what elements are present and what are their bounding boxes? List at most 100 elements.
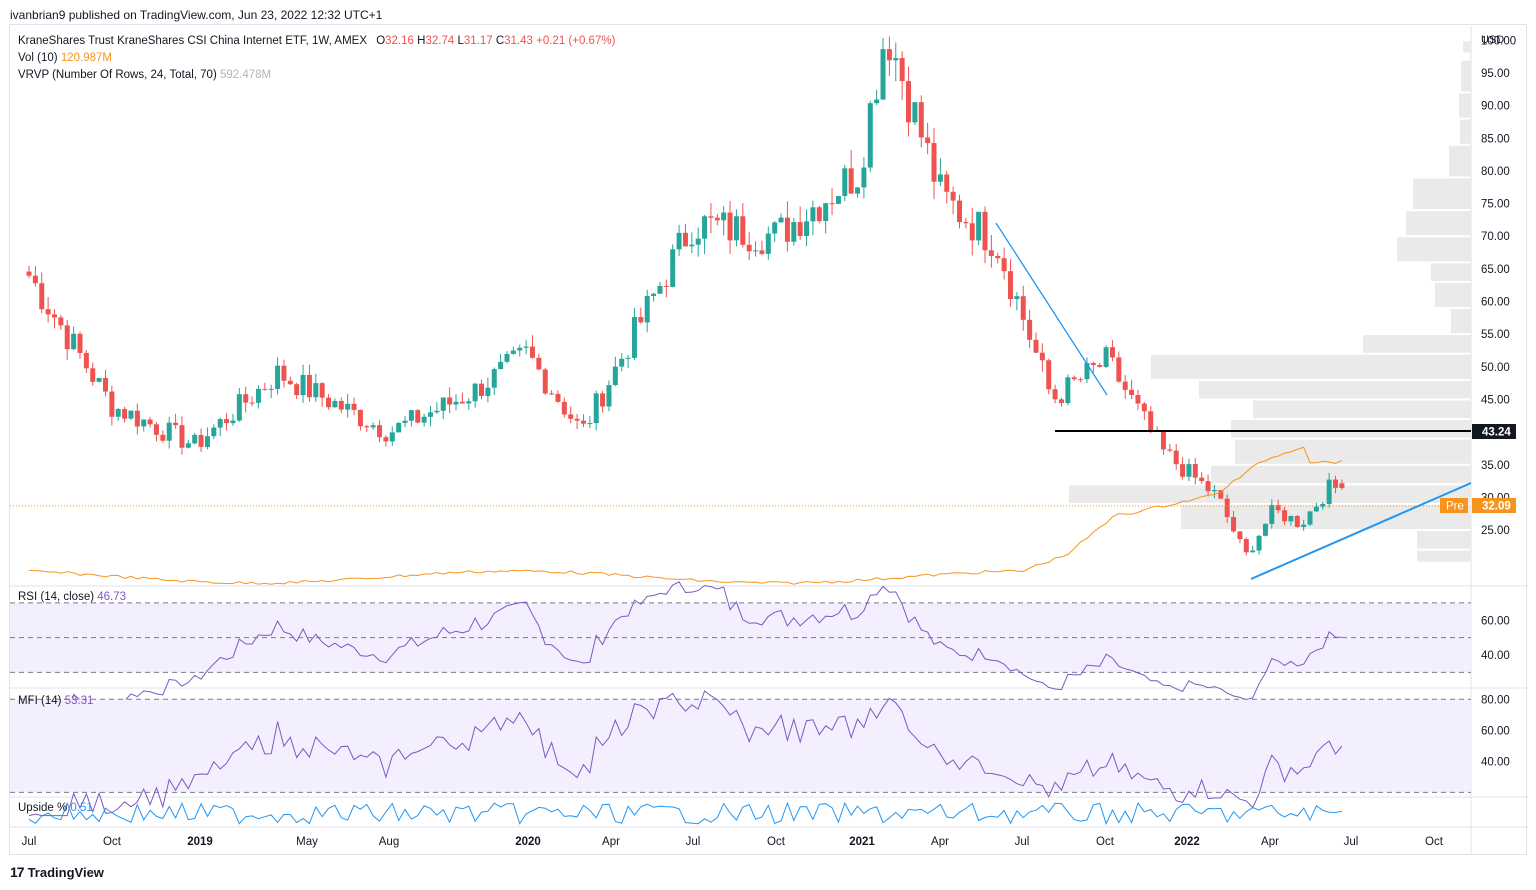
vrvp-bar: [1199, 380, 1471, 399]
vrvp-bar: [1363, 335, 1471, 353]
vrvp-bar: [1231, 420, 1471, 438]
rsi-line: [29, 581, 1342, 725]
candle-body: [102, 377, 108, 392]
candle-body: [778, 217, 784, 223]
mfi-y-tick-label: 60.00: [1481, 725, 1510, 737]
candle-body: [71, 333, 77, 350]
candle-body: [517, 347, 523, 351]
candle-body: [593, 393, 599, 424]
candle-body: [950, 191, 956, 201]
candle-body: [797, 222, 803, 237]
candle-body: [351, 403, 357, 410]
candle-body: [791, 222, 797, 242]
candle-body: [122, 408, 128, 419]
legend-mfi-row: MFI (14) 53.31: [18, 695, 93, 707]
candle-body: [708, 216, 714, 218]
candle-body: [682, 232, 688, 247]
candle-body: [937, 174, 943, 182]
candle-body: [568, 414, 574, 419]
candle-body: [823, 203, 829, 222]
candle-body: [217, 419, 223, 428]
legend-rsi-label[interactable]: RSI (14, close): [18, 591, 95, 603]
candle-body: [644, 296, 650, 323]
candle-body: [867, 103, 873, 168]
candle-body: [829, 203, 835, 205]
candle-body: [45, 309, 51, 315]
candle-body: [408, 410, 414, 421]
x-tick-label: Apr: [602, 836, 620, 848]
candle-body: [1333, 479, 1339, 488]
candle-body: [549, 393, 555, 395]
candle-body: [1020, 296, 1026, 320]
vrvp-bar: [1151, 354, 1471, 379]
footer-brand[interactable]: 17 TradingView: [10, 864, 104, 880]
candle-body: [1033, 339, 1039, 353]
candle-body: [714, 217, 720, 221]
legend-vrvp-label[interactable]: VRVP (Number Of Rows, 24, Total, 70): [18, 69, 217, 81]
candle-body: [1224, 498, 1230, 517]
vrvp-bar: [1235, 439, 1471, 464]
vrvp-bar: [1463, 41, 1471, 53]
candle-body: [963, 221, 969, 224]
vrvp-bar: [1417, 531, 1471, 549]
candle-body: [402, 420, 408, 423]
candle-body: [185, 443, 191, 448]
candle-body: [1141, 403, 1147, 412]
candle-body: [338, 400, 344, 410]
legend-symbol[interactable]: KraneShares Trust KraneShares CSI China …: [18, 35, 367, 47]
candle-body: [555, 393, 561, 402]
vrvp-bar: [1451, 309, 1471, 334]
candle-body: [326, 397, 332, 408]
candle-body: [275, 365, 281, 389]
legend-volume-row: Vol (10) 120.987M: [18, 52, 112, 64]
candle-body: [1307, 511, 1313, 525]
candle-body: [702, 216, 708, 239]
legend-volume-label[interactable]: Vol (10): [18, 52, 58, 64]
candle-body: [1211, 490, 1217, 492]
candle-body: [472, 383, 478, 402]
tradingview-logo-icon: 17: [10, 864, 25, 880]
candle-body: [600, 393, 606, 407]
candle-body: [918, 102, 924, 138]
vrvp-bar: [1211, 465, 1471, 484]
candle-body: [580, 420, 586, 424]
y-tick-label: 60.00: [1481, 297, 1510, 309]
candle-body: [721, 212, 727, 221]
candle-body: [345, 403, 351, 410]
candle-body: [670, 249, 676, 287]
candle-body: [625, 357, 631, 359]
candle-body: [695, 238, 701, 245]
candle-body: [1275, 504, 1281, 511]
y-tick-label: 100.00: [1481, 35, 1516, 47]
candle-body: [1326, 479, 1332, 504]
candle-body: [1122, 381, 1128, 390]
candle-body: [1001, 258, 1007, 272]
x-tick-label: Jul: [686, 836, 701, 848]
candle-body: [1282, 510, 1288, 522]
y-tick-label: 35.00: [1481, 460, 1510, 472]
legend-o-label: O: [376, 35, 386, 47]
candle-body: [83, 352, 89, 369]
legend-mfi-label[interactable]: MFI (14): [18, 695, 62, 707]
candle-body: [90, 368, 96, 382]
candle-body: [874, 99, 880, 104]
candle-body: [192, 434, 198, 444]
x-tick-label: Oct: [103, 836, 122, 848]
candle-body: [906, 81, 912, 123]
y-tick-label: 45.00: [1481, 394, 1510, 406]
candle-body: [479, 383, 485, 396]
legend-vrvp-row: VRVP (Number Of Rows, 24, Total, 70) 592…: [18, 69, 271, 81]
candle-body: [995, 255, 1001, 259]
candle-body: [1014, 296, 1020, 300]
legend-h-label: H: [417, 35, 426, 47]
x-tick-label: Aug: [379, 836, 399, 848]
legend-upside-label[interactable]: Upside %: [18, 802, 68, 814]
mfi-y-tick-label: 40.00: [1481, 756, 1510, 768]
candle-body: [1039, 352, 1045, 361]
vrvp-bar: [1460, 119, 1471, 144]
candle-body: [370, 425, 376, 428]
candle-body: [294, 384, 300, 396]
candle-body: [925, 137, 931, 144]
candle-body: [899, 58, 905, 82]
